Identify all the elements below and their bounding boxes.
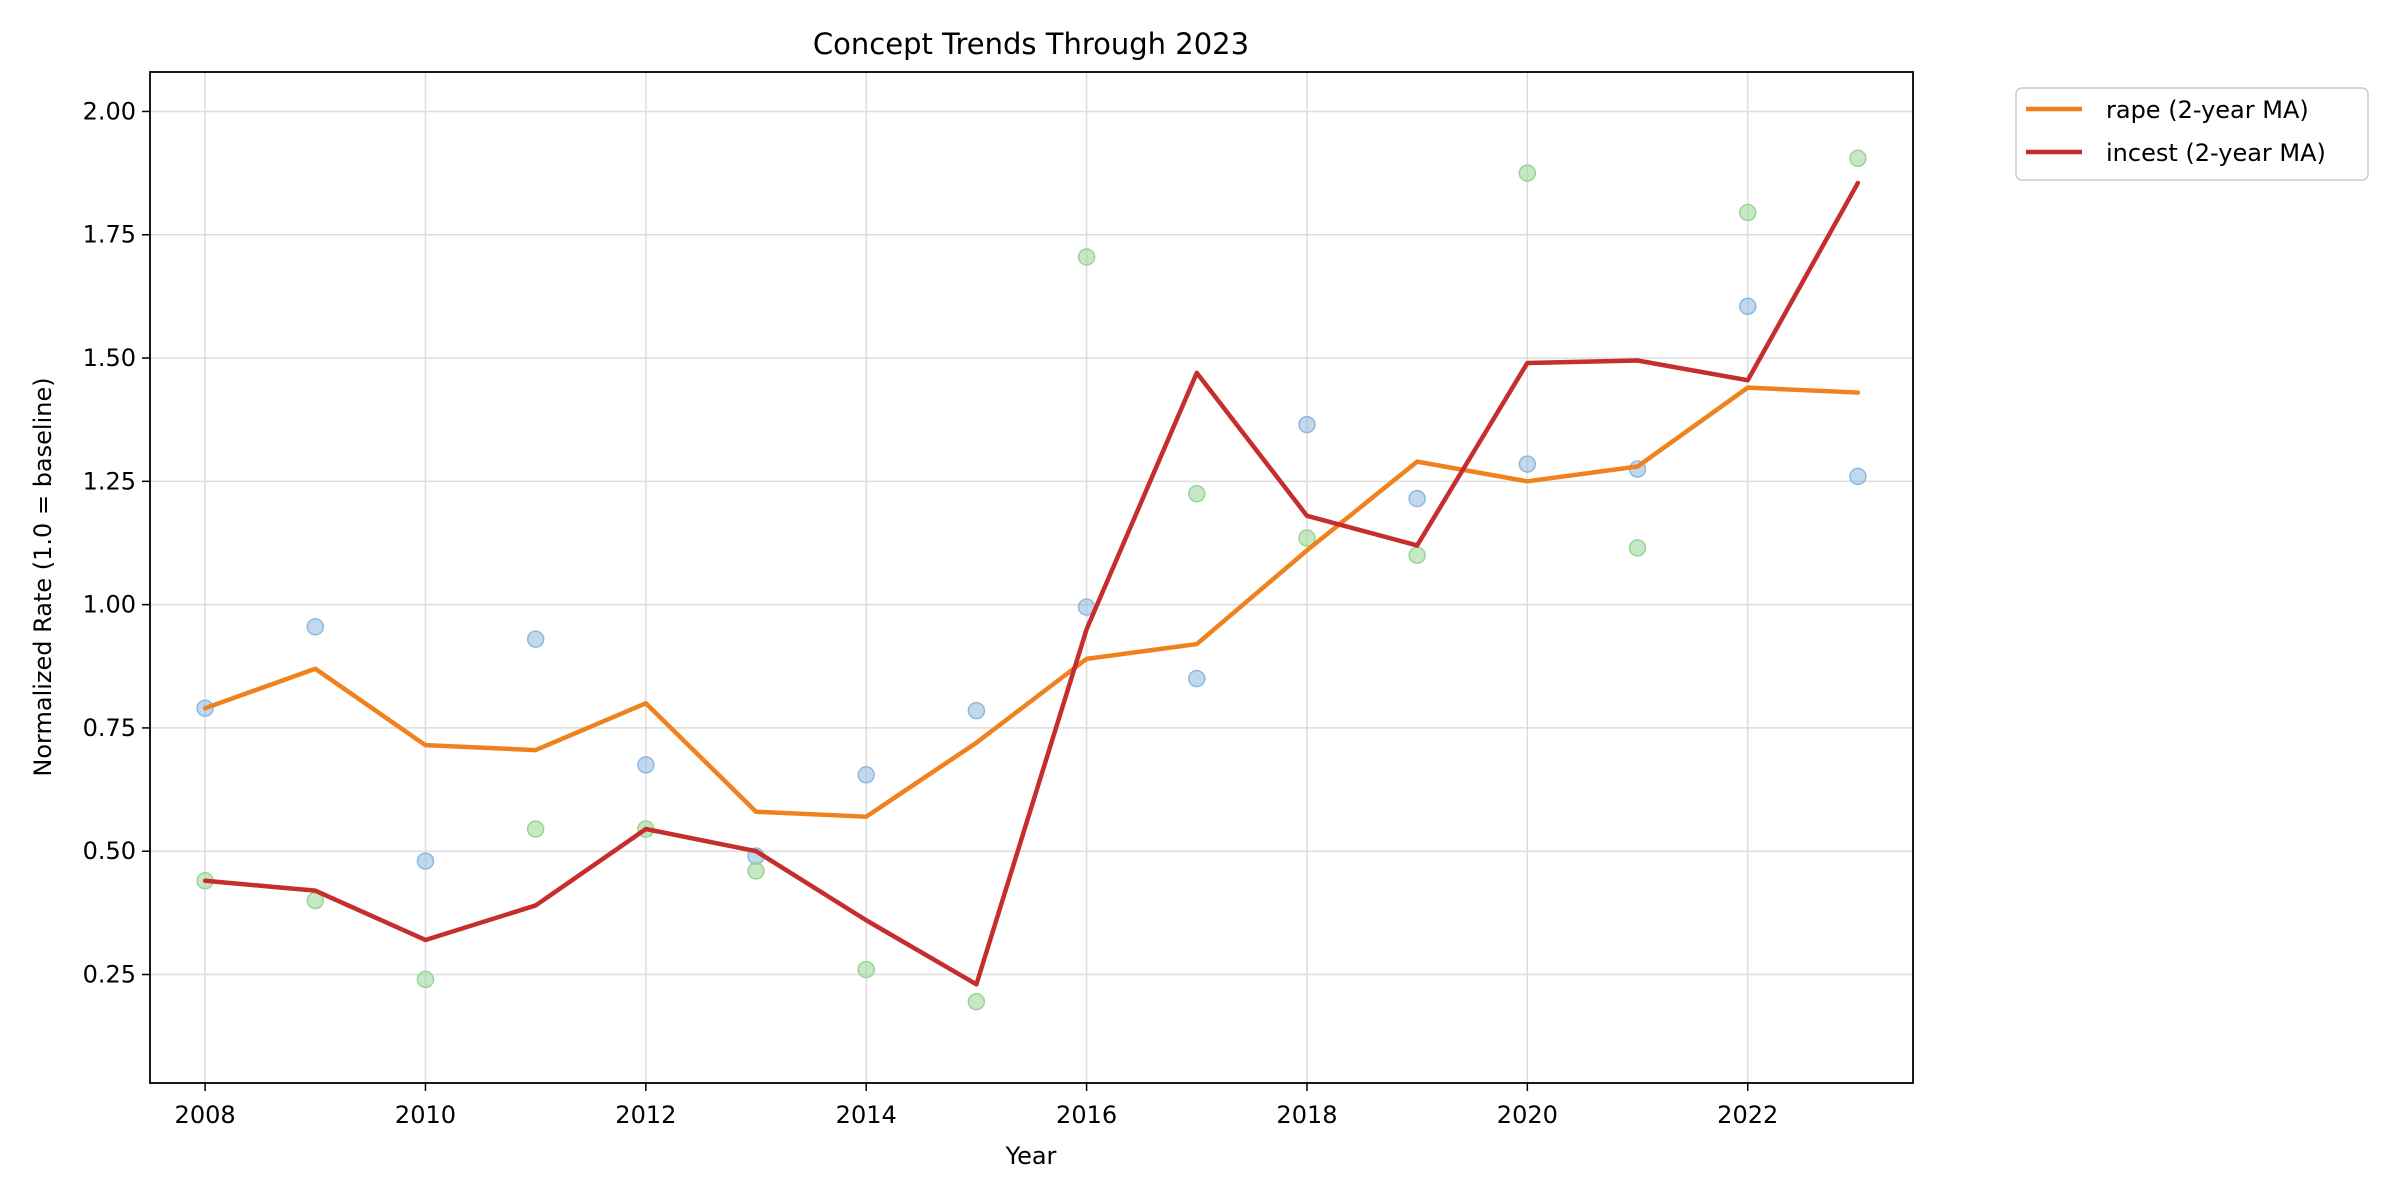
scatter-point (967, 701, 986, 720)
scatter-point (1628, 539, 1647, 557)
scatter-point (1518, 164, 1537, 182)
y-tick-label: 1.00 (83, 591, 136, 619)
scatter-point (416, 970, 435, 989)
scatter-point (416, 852, 435, 870)
y-tick-label: 1.50 (83, 344, 136, 372)
scatter-point (747, 862, 765, 880)
legend: rape (2-year MA) incest (2-year MA) (2015, 87, 2369, 181)
scatter-point (637, 756, 655, 774)
plot-frame (149, 71, 1914, 1084)
x-tick-label: 2012 (615, 1101, 676, 1129)
scatter-point (1849, 467, 1867, 486)
y-tick-label: 1.75 (83, 221, 136, 249)
scatter-point (857, 960, 875, 979)
y-tick-label: 0.50 (83, 837, 136, 865)
legend-label-incest: incest (2-year MA) (2106, 139, 2326, 167)
scatter-point (526, 820, 545, 838)
series-line-rape (202, 385, 1861, 819)
scatter-point (1188, 669, 1206, 688)
x-axis-label: Year (1005, 1142, 1057, 1170)
x-tick-label: 2020 (1497, 1101, 1558, 1129)
y-tick-label: 0.75 (83, 714, 136, 742)
scatter-point (1298, 415, 1316, 434)
scatter-point (967, 992, 986, 1011)
y-tick-label: 2.00 (83, 97, 136, 125)
series-line-incest (202, 180, 1861, 987)
data-series (196, 149, 1867, 1011)
grid-lines (150, 72, 1913, 1083)
x-tick-label: 2018 (1276, 1101, 1337, 1129)
chart-title: Concept Trends Through 2023 (813, 27, 1249, 61)
x-tick-label: 2010 (395, 1101, 456, 1129)
scatter-point (1077, 248, 1096, 266)
x-tick-label: 2008 (175, 1101, 236, 1129)
scatter-point (1188, 484, 1206, 503)
x-tick-label: 2022 (1717, 1101, 1778, 1129)
scatter-point (1298, 529, 1316, 547)
x-tick-label: 2016 (1056, 1101, 1117, 1129)
scatter-point (857, 766, 875, 784)
axis-ticks: 2008 2010 2012 2014 2016 2018 2020 2022 0.25 0.50… (83, 97, 1779, 1129)
scatter-point (526, 630, 545, 648)
scatter-point (1738, 203, 1757, 222)
scatter-point (1408, 546, 1426, 565)
scatter-point (1518, 455, 1537, 473)
scatter-point (1738, 297, 1757, 316)
legend-label-rape: rape (2-year MA) (2106, 96, 2309, 124)
scatter-point (306, 618, 325, 636)
legend-box (2015, 87, 2369, 181)
y-tick-label: 0.25 (83, 961, 136, 989)
scatter-point (1408, 489, 1426, 508)
y-axis-label: Normalized Rate (1.0 = baseline) (29, 377, 57, 776)
y-tick-label: 1.25 (83, 467, 136, 495)
x-tick-label: 2014 (836, 1101, 897, 1129)
scatter-point (1849, 149, 1867, 168)
